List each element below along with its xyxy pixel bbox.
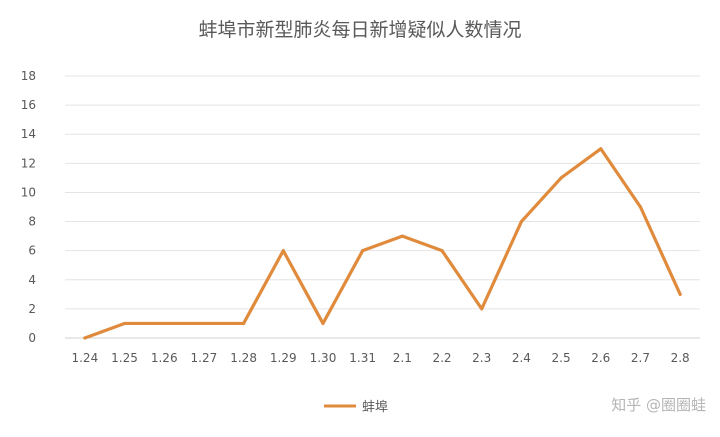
data-point (281, 249, 285, 253)
y-tick-label: 8 (28, 215, 36, 229)
x-tick-label: 1.29 (270, 351, 297, 365)
data-point (321, 321, 325, 325)
data-point (400, 234, 404, 238)
data-point (162, 321, 166, 325)
data-point (440, 249, 444, 253)
x-tick-label: 2.3 (472, 351, 491, 365)
data-point (559, 176, 563, 180)
x-tick-label: 1.26 (151, 351, 178, 365)
y-tick-label: 0 (28, 331, 36, 345)
y-tick-label: 4 (28, 273, 36, 287)
chart-title: 蚌埠市新型肺炎每日新增疑似人数情况 (198, 19, 521, 41)
x-tick-label: 2.7 (631, 351, 650, 365)
x-tick-label: 2.5 (552, 351, 571, 365)
data-point (83, 336, 87, 340)
y-tick-label: 14 (21, 127, 36, 141)
series-line-0 (83, 147, 682, 340)
data-point (242, 321, 246, 325)
series-group (83, 147, 682, 340)
x-tick-label: 2.6 (591, 351, 610, 365)
x-tick-label: 1.30 (310, 351, 337, 365)
watermark: 知乎 @圈圈蛙 (611, 396, 706, 414)
data-point (480, 307, 484, 311)
x-tick-label: 1.31 (349, 351, 376, 365)
y-tick-label: 12 (21, 156, 36, 170)
x-tick-label: 1.28 (230, 351, 257, 365)
y-tick-label: 10 (21, 185, 36, 199)
x-tick-label: 1.27 (191, 351, 218, 365)
x-tick-label: 2.8 (671, 351, 690, 365)
legend: 蚌埠 (324, 400, 388, 415)
data-point (519, 220, 523, 224)
gridlines (65, 75, 700, 339)
y-tick-label: 16 (21, 98, 36, 112)
data-point (361, 249, 365, 253)
x-tick-label: 1.24 (71, 351, 98, 365)
y-tick-label: 18 (21, 69, 36, 83)
x-tick-label: 2.1 (393, 351, 412, 365)
y-tick-label: 2 (28, 302, 36, 316)
y-axis-ticks: 0 2 4 6 8 10 12 14 16 18 (21, 69, 36, 345)
data-point (202, 321, 206, 325)
x-axis-ticks: 1.24 1.25 1.26 1.27 1.28 1.29 1.30 1.31 2.1 2.2 2.… (71, 351, 689, 365)
legend-label: 蚌埠 (362, 400, 388, 415)
data-point (599, 147, 603, 151)
x-tick-label: 2.4 (512, 351, 531, 365)
data-point (123, 321, 127, 325)
x-tick-label: 2.2 (432, 351, 451, 365)
data-point (638, 205, 642, 209)
data-point (678, 292, 682, 296)
y-tick-label: 6 (28, 244, 36, 258)
x-tick-label: 1.25 (111, 351, 138, 365)
